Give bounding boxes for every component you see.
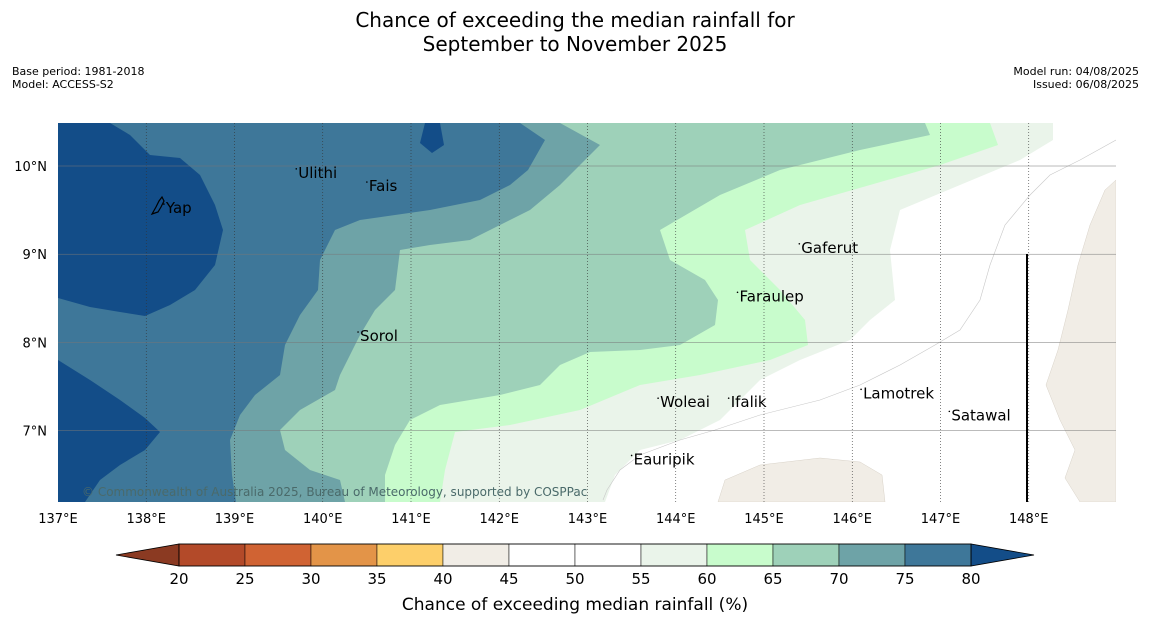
place-label: Faraulep — [740, 287, 804, 305]
yap-island-shape — [150, 195, 165, 216]
latitude-labels: 10°N 9°N 8°N 7°N — [14, 160, 47, 440]
longitude-tick-label: 140°E — [303, 512, 343, 527]
land-east — [1045, 179, 1116, 502]
place-marker — [357, 331, 359, 333]
colorbar-segment — [310, 543, 378, 567]
colorbar-segment — [178, 543, 246, 567]
colorbar-segment — [838, 543, 906, 567]
latitude-tick-label: 10°N — [14, 160, 47, 175]
colorbar-outline — [178, 543, 972, 567]
colorbar-tick-label: 65 — [763, 570, 782, 588]
map-frame: Ulithi Fais Yap Gaferut Faraulep Sorol Lamotre… — [58, 123, 1116, 502]
place-label: Gaferut — [801, 239, 858, 257]
colorbar-segment — [376, 543, 444, 567]
colorbar-label: Chance of exceeding median rainfall (%) — [402, 595, 748, 615]
colorbar-extend-low — [115, 543, 180, 567]
colorbar: 20 25 30 35 40 45 50 55 60 65 70 75 80 — [115, 543, 1035, 588]
colorbar-segment — [442, 543, 510, 567]
longitude-tick-label: 142°E — [479, 512, 519, 527]
latitude-tick-label: 7°N — [23, 425, 48, 440]
base-period-text: Base period: 1981-2018 — [12, 65, 145, 78]
colorbar-tick-label: 35 — [367, 570, 386, 588]
colorbar-segment — [904, 543, 972, 567]
title-line-2: September to November 2025 — [422, 32, 728, 56]
colorbar-tick-label: 30 — [301, 570, 320, 588]
place-marker — [727, 397, 730, 399]
band-above-80-spot — [420, 123, 444, 153]
colorbar-tick-label: 80 — [961, 570, 980, 588]
colorbar-segment — [772, 543, 840, 567]
issued-text: Issued: 06/08/2025 — [1032, 78, 1139, 91]
land-south — [717, 457, 886, 502]
colorbar-tick-label: 70 — [829, 570, 848, 588]
longitude-tick-label: 146°E — [832, 512, 872, 527]
place-marker — [948, 410, 951, 413]
place-label: Ulithi — [298, 164, 337, 182]
place-label: Yap — [165, 199, 192, 217]
chart-title: Chance of exceeding the median rainfall … — [0, 8, 1150, 56]
longitude-tick-label: 144°E — [656, 512, 696, 527]
place-marker — [366, 181, 368, 183]
place-label: Woleai — [660, 393, 710, 411]
colorbar-tick-label: 40 — [433, 570, 452, 588]
place-marker — [798, 242, 801, 245]
longitude-tick-label: 143°E — [568, 512, 608, 527]
colorbar-tick-label: 75 — [895, 570, 914, 588]
meta-left: Base period: 1981-2018 Model: ACCESS-S2 — [12, 65, 144, 91]
place-marker — [657, 397, 659, 399]
title-line-1: Chance of exceeding the median rainfall … — [355, 8, 795, 32]
colorbar-segment — [244, 543, 312, 567]
place-marker — [630, 454, 633, 457]
meta-right: Model run: 04/08/2025 Issued: 06/08/2025 — [1013, 65, 1139, 91]
colorbar-segment — [706, 543, 774, 567]
longitude-tick-label: 139°E — [215, 512, 255, 527]
longitude-tick-label: 148°E — [1009, 512, 1049, 527]
colorbar-tick-label: 25 — [235, 570, 254, 588]
colorbar-tick-label: 60 — [697, 570, 716, 588]
latitude-tick-label: 9°N — [23, 248, 48, 263]
colorbar-extend-high — [970, 543, 1035, 567]
model-text: Model: ACCESS-S2 — [12, 78, 114, 91]
place-label: Satawal — [951, 406, 1010, 424]
longitude-tick-label: 138°E — [126, 512, 166, 527]
gridlines — [58, 123, 1116, 502]
latitude-tick-label: 8°N — [23, 336, 48, 351]
colorbar-tick-label: 45 — [499, 570, 518, 588]
colorbar-tick-label: 50 — [565, 570, 584, 588]
band-above-80-south — [58, 360, 160, 502]
longitude-tick-label: 137°E — [38, 512, 78, 527]
model-run-text: Model run: 04/08/2025 — [1013, 65, 1139, 78]
colorbar-segment — [508, 543, 576, 567]
place-label: Ifalik — [731, 393, 767, 411]
place-marker — [736, 291, 739, 294]
place-marker — [163, 203, 165, 205]
place-marker — [295, 168, 298, 170]
colorbar-tick-label: 55 — [631, 570, 650, 588]
place-label: Sorol — [360, 327, 398, 345]
colorbar-segment — [640, 543, 708, 567]
colorbar-tick-label: 20 — [169, 570, 188, 588]
place-label: Fais — [369, 177, 398, 195]
credit-text: © Commonwealth of Australia 2025, Bureau… — [82, 485, 587, 499]
longitude-tick-label: 145°E — [744, 512, 784, 527]
longitude-tick-label: 141°E — [391, 512, 431, 527]
longitude-tick-label: 147°E — [921, 512, 961, 527]
places: Ulithi Fais Yap Gaferut Faraulep Sorol Lamotre… — [163, 164, 1011, 468]
coast-outline — [602, 139, 1116, 501]
band-above-80-north — [58, 123, 223, 316]
place-label: Lamotrek — [863, 384, 934, 402]
place-marker — [860, 388, 862, 391]
colorbar-segment — [574, 543, 642, 567]
place-label: Eauripik — [634, 450, 695, 468]
longitude-labels: 137°E 138°E 139°E 140°E 141°E 142°E 143°E 144°E… — [38, 512, 1048, 527]
